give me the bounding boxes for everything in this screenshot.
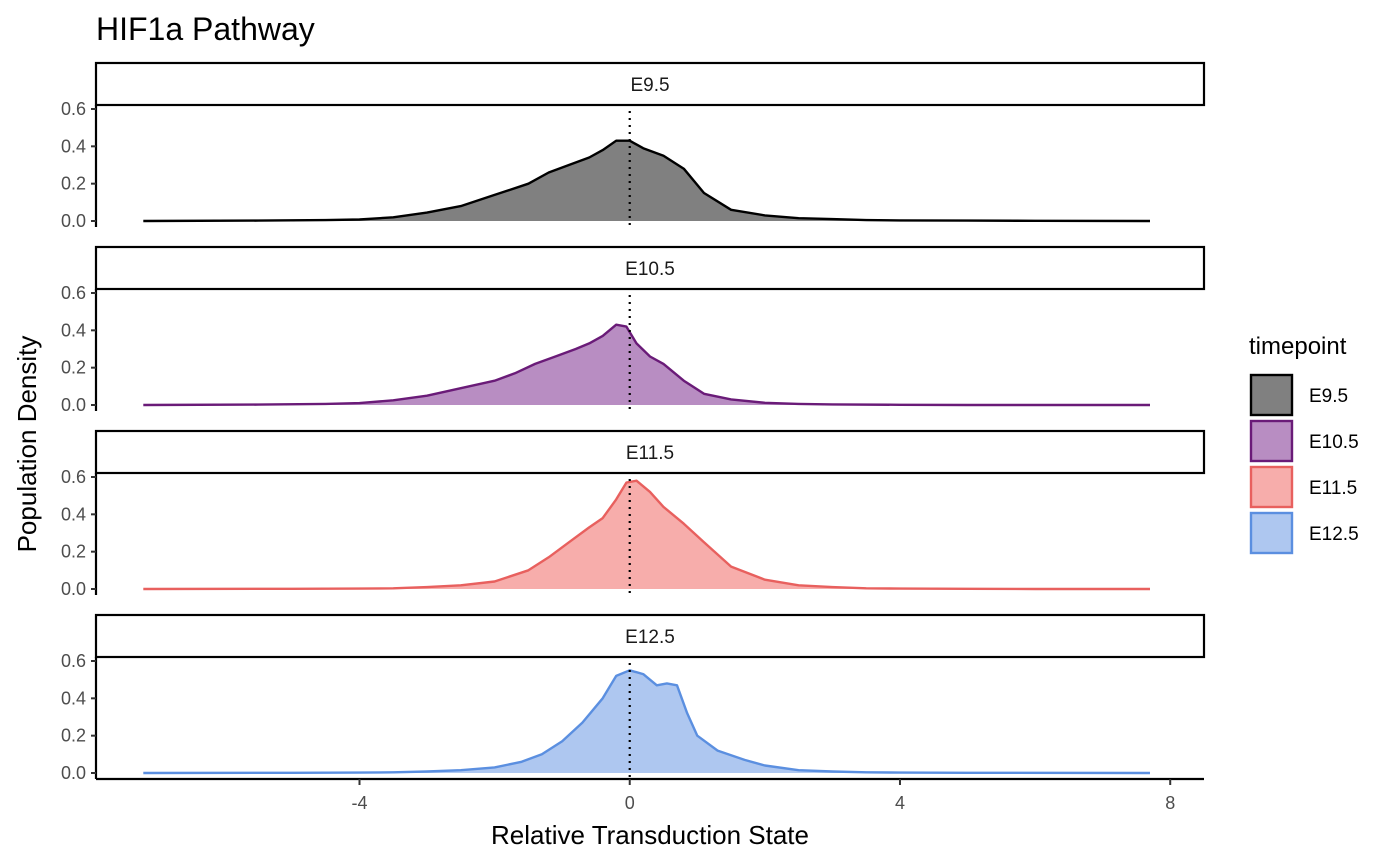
density-area-E12.5 xyxy=(143,670,1151,773)
facet-strip xyxy=(94,245,1206,291)
legend: timepoint E9.5 E10.5 E11.5 E12.5 xyxy=(1249,333,1359,555)
facet-panels: E9.5 0.0 0.2 0.4 0.6 E10.5 0.0 0.2 0.4 0.6 E11.5 0.… xyxy=(61,61,1206,783)
y-tick-label: 0.6 xyxy=(61,99,86,119)
y-tick-label: 0.4 xyxy=(61,688,86,708)
facet-panel-E12.5: E12.5 0.0 0.2 0.4 0.6 xyxy=(61,613,1206,783)
facet-panel-E9.5: E9.5 0.0 0.2 0.4 0.6 xyxy=(61,61,1206,231)
y-tick-label: 0.0 xyxy=(61,579,86,599)
legend-label: E12.5 xyxy=(1309,524,1359,545)
y-tick-label: 0.6 xyxy=(61,651,86,671)
x-axis-title: Relative Transduction State xyxy=(491,820,809,850)
facet-strip-label: E9.5 xyxy=(630,75,669,96)
y-tick-label: 0.0 xyxy=(61,395,86,415)
y-axis-title: Population Density xyxy=(12,336,42,553)
density-area-E9.5 xyxy=(143,140,1151,221)
density-line-E9.5 xyxy=(143,139,1151,223)
density-area-E11.5 xyxy=(143,480,1151,589)
density-line-E10.5 xyxy=(143,323,1150,407)
density-area-E10.5 xyxy=(143,324,1151,405)
legend-key-E9.5 xyxy=(1249,373,1294,417)
facet-strip-label: E12.5 xyxy=(625,627,675,648)
x-tick-label: 8 xyxy=(1165,793,1175,813)
x-axis: -4 0 4 8 xyxy=(96,777,1204,813)
legend-key-E11.5 xyxy=(1249,465,1294,509)
density-line-E11.5 xyxy=(143,479,1150,591)
facet-strip xyxy=(94,429,1206,475)
facet-panel-E10.5: E10.5 0.0 0.2 0.4 0.6 xyxy=(61,245,1206,415)
legend-label: E10.5 xyxy=(1309,432,1359,453)
facet-strip-label: E11.5 xyxy=(626,443,674,464)
y-tick-label: 0.4 xyxy=(61,504,86,524)
legend-label: E9.5 xyxy=(1309,386,1348,407)
legend-key-E10.5 xyxy=(1249,419,1294,463)
y-tick-label: 0.2 xyxy=(61,542,86,562)
legend-label: E11.5 xyxy=(1309,478,1357,499)
x-tick-label: 4 xyxy=(895,793,905,813)
y-tick-label: 0.0 xyxy=(61,211,86,231)
y-tick-label: 0.6 xyxy=(61,467,86,487)
x-tick-label: 0 xyxy=(625,793,635,813)
y-tick-label: 0.0 xyxy=(61,763,86,783)
facet-panel-E11.5: E11.5 0.0 0.2 0.4 0.6 xyxy=(61,429,1206,599)
legend-key-E12.5 xyxy=(1249,511,1294,555)
y-tick-label: 0.2 xyxy=(61,174,86,194)
legend-title: timepoint xyxy=(1249,333,1347,360)
y-tick-label: 0.4 xyxy=(61,136,86,156)
facet-strip xyxy=(94,61,1206,107)
density-line-E12.5 xyxy=(143,669,1151,775)
y-tick-label: 0.2 xyxy=(61,358,86,378)
facet-strip xyxy=(94,613,1206,659)
y-tick-label: 0.2 xyxy=(61,726,86,746)
facet-strip-label: E10.5 xyxy=(625,259,675,280)
y-tick-label: 0.4 xyxy=(61,320,86,340)
x-tick-label: -4 xyxy=(351,793,367,813)
chart-title: HIF1a Pathway xyxy=(96,11,315,47)
y-tick-label: 0.6 xyxy=(61,283,86,303)
